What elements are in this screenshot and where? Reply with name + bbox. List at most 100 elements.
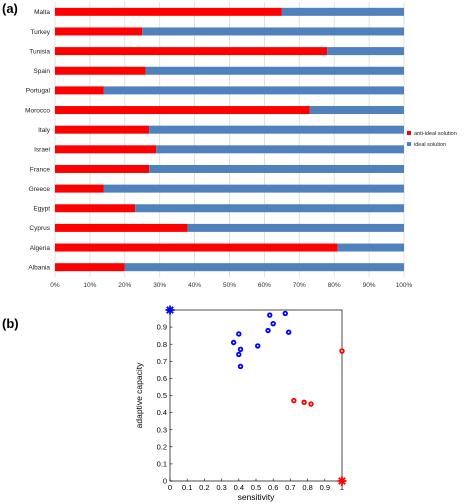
- ideal-bar-albania: [124, 263, 405, 272]
- anti-ideal-bar-malta: [55, 7, 282, 16]
- scatter-point-center: [239, 365, 242, 368]
- legend-label: anti-ideal solution: [414, 131, 457, 137]
- anti-ideal-bar-albania: [55, 263, 125, 272]
- anti-ideal-bar-algeria: [55, 243, 338, 252]
- x-tick-label: 0.6: [268, 483, 278, 492]
- category-label: Portugal: [26, 88, 51, 95]
- x-tick-label: 90%: [363, 282, 376, 289]
- anti-ideal-bar-egypt: [55, 204, 136, 213]
- y-tick-label: 0.2: [157, 442, 167, 451]
- x-tick-label: 0.7: [285, 483, 295, 492]
- category-label: Greece: [29, 186, 51, 193]
- scatter-point-center: [268, 314, 271, 317]
- x-tick-label: 0.5: [251, 483, 261, 492]
- y-tick-label: 0.8: [157, 340, 167, 349]
- category-label: France: [30, 166, 51, 173]
- x-tick-label: 0.2: [199, 483, 209, 492]
- ideal-bar-algeria: [337, 243, 404, 252]
- ideal-bar-morocco: [309, 106, 404, 115]
- category-label: Cyprus: [29, 225, 50, 232]
- star-marker: [165, 305, 175, 315]
- category-label: Italy: [38, 127, 51, 134]
- ideal-bar-turkey: [142, 27, 404, 36]
- category-label: Tunisia: [29, 48, 50, 55]
- anti-ideal-bar-spain: [55, 66, 146, 75]
- x-tick-label: 30%: [153, 282, 166, 289]
- legend-swatch: [407, 131, 411, 135]
- category-label: Turkey: [30, 29, 50, 36]
- scatter-point-center: [237, 353, 240, 356]
- category-label: Malta: [34, 9, 50, 16]
- star-center: [167, 307, 173, 313]
- anti-ideal-bar-tunisia: [55, 47, 328, 56]
- x-tick-label: 10%: [83, 282, 96, 289]
- anti-ideal-bar-france: [55, 164, 150, 173]
- scatter-point-center: [284, 312, 287, 315]
- x-tick-label: 1: [340, 483, 344, 492]
- panel-a-label: (a): [2, 1, 18, 16]
- x-tick-label: 0.3: [216, 483, 226, 492]
- y-tick-label: 0.5: [157, 391, 167, 400]
- ideal-bar-malta: [281, 7, 404, 16]
- scatter-point-center: [287, 331, 290, 334]
- x-tick-label: 20%: [118, 282, 131, 289]
- anti-ideal-bar-greece: [55, 184, 104, 193]
- x-tick-label: 0.1: [182, 483, 192, 492]
- y-tick-label: 0.1: [157, 460, 167, 469]
- ideal-bar-greece: [103, 184, 405, 193]
- ideal-bar-cyprus: [187, 223, 404, 232]
- category-label: Spain: [33, 68, 50, 75]
- stacked-bar-chart: 0% 10% 20% 30% 40% 50% 60% 70% 80% 90% 100% Malta Tu…: [25, 2, 457, 289]
- x-tick-label: 40%: [188, 282, 201, 289]
- ideal-bar-portugal: [103, 86, 405, 95]
- scatter-plot-frame: [169, 309, 343, 482]
- y-tick-label: 0.9: [157, 323, 167, 332]
- y-tick-label: 0.6: [157, 374, 167, 383]
- scatter-point-center: [310, 403, 312, 405]
- anti-ideal-bar-turkey: [55, 27, 143, 36]
- x-tick-label: 70%: [293, 282, 306, 289]
- legend-label: ideal solution: [414, 142, 446, 148]
- category-label: Israel: [34, 147, 50, 154]
- x-tick-label: 0%: [50, 282, 60, 289]
- scatter-chart: 0 0.1 0.2 0.3 0.4 0.5 0.6 0.7 0.8 0.9 1 0 0.1 0.2 0.3 0…: [134, 305, 347, 502]
- y-axis-label: adaptive capacity: [134, 362, 144, 428]
- ideal-bar-spain: [145, 66, 405, 75]
- x-tick-label: 60%: [258, 282, 271, 289]
- scatter-point-center: [256, 345, 259, 347]
- scatter-point-center: [237, 333, 240, 335]
- legend-swatch: [407, 142, 411, 146]
- anti-ideal-bar-portugal: [55, 86, 104, 95]
- x-tick-label: 0.9: [320, 483, 330, 492]
- y-tick-label: 0.3: [157, 425, 167, 434]
- ideal-bar-tunisia: [327, 47, 404, 56]
- scatter-point-center: [239, 348, 242, 351]
- x-tick-label: 80%: [328, 282, 341, 289]
- category-label: Algeria: [30, 245, 51, 252]
- y-tick-label: 0.4: [157, 408, 167, 417]
- scatter-point-center: [272, 322, 275, 325]
- scatter-point-center: [267, 329, 269, 332]
- x-tick-label: 0: [168, 483, 172, 492]
- anti-ideal-bar-cyprus: [55, 223, 188, 232]
- anti-ideal-bar-morocco: [55, 106, 310, 115]
- category-label: Morocco: [25, 107, 50, 114]
- star-marker: [337, 476, 347, 486]
- anti-ideal-bar-israel: [55, 145, 157, 154]
- scatter-point-center: [292, 399, 295, 402]
- x-tick-label: 50%: [223, 282, 236, 289]
- category-label: Egypt: [33, 206, 50, 213]
- y-tick-label: 0.7: [157, 357, 167, 366]
- x-axis-label: sensitivity: [238, 492, 276, 502]
- ideal-bar-france: [149, 164, 404, 173]
- star-center: [339, 478, 345, 484]
- scatter-point-center: [341, 350, 343, 352]
- x-tick-label: 100%: [396, 282, 413, 289]
- anti-ideal-bar-italy: [55, 125, 150, 134]
- ideal-bar-egypt: [135, 204, 404, 213]
- panel-b-label: (b): [2, 316, 19, 331]
- x-tick-label: 0.4: [234, 483, 244, 492]
- scatter-point-center: [303, 401, 306, 404]
- x-tick-label: 0.8: [302, 483, 312, 492]
